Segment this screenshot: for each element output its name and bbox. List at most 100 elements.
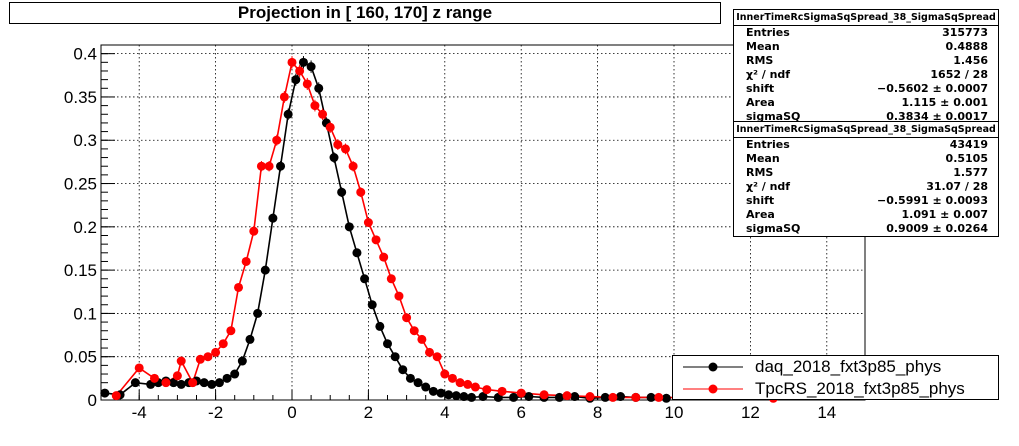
data-point [276, 161, 286, 171]
data-point [207, 379, 217, 389]
stats-row-label: χ² / ndf [746, 180, 791, 193]
data-point [509, 392, 519, 402]
stats-row: Area 1.091 ± 0.007 [734, 208, 998, 222]
data-point [337, 187, 347, 197]
legend-entry-daq: daq_2018_fxt3p85_phys [673, 356, 998, 378]
data-point [306, 62, 316, 72]
data-point [318, 109, 328, 119]
y-tick-label: 0.25 [64, 175, 97, 194]
stats-row-value: 1.577 [953, 166, 988, 179]
legend-marker-daq [683, 362, 743, 372]
data-point [470, 382, 480, 392]
data-point [134, 363, 144, 373]
data-point [394, 291, 404, 301]
x-tick-label: -4 [132, 403, 147, 422]
data-point [176, 356, 186, 366]
legend-label-daq: daq_2018_fxt3p85_phys [755, 357, 942, 376]
data-point [417, 334, 427, 344]
data-point [268, 213, 278, 223]
stats-row-label: Mean [746, 40, 780, 53]
data-point [428, 386, 438, 396]
data-point [379, 252, 389, 262]
data-point [386, 274, 396, 284]
data-point [570, 392, 580, 402]
data-point [398, 365, 408, 375]
y-tick-label: 0.15 [64, 261, 97, 280]
data-point [253, 308, 263, 318]
data-point [516, 388, 526, 398]
stats-row: RMS 1.456 [734, 54, 998, 68]
stats-row-label: Area [746, 208, 775, 221]
data-point [169, 378, 179, 388]
data-point [203, 352, 213, 362]
stats-row: shift −0.5602 ± 0.0007 [734, 82, 998, 96]
stats-row: RMS 1.577 [734, 166, 998, 180]
data-point [585, 392, 595, 402]
data-point [218, 339, 228, 349]
stats-row-value: 0.3834 ± 0.0017 [886, 110, 988, 123]
stats-row-label: χ² / ndf [746, 68, 791, 81]
stats-row-value: 31.07 / 28 [926, 180, 988, 193]
y-tick-label: 0.4 [73, 45, 97, 64]
chart-title-text: Projection in [ 160, 170] z range [237, 3, 493, 22]
legend-label-tpcrs: TpcRS_2018_fxt3p85_phys [755, 379, 965, 398]
stats-row: χ² / ndf 1652 / 28 [734, 68, 998, 82]
data-point [363, 218, 373, 227]
data-point [409, 326, 419, 336]
data-point [356, 187, 366, 197]
data-point [608, 392, 618, 402]
stats-row-value: 1.091 ± 0.007 [901, 208, 988, 221]
data-point [260, 265, 270, 275]
data-point [616, 392, 626, 402]
data-point [222, 373, 232, 383]
data-point [402, 313, 412, 323]
data-point [298, 57, 308, 67]
legend-entry-tpcrs: TpcRS_2018_fxt3p85_phys [673, 378, 998, 400]
data-point [172, 371, 182, 381]
data-point [348, 161, 358, 171]
data-point [482, 385, 492, 395]
data-point [272, 135, 282, 145]
data-point [371, 235, 381, 245]
stats-row: Entries 43419 [734, 138, 998, 152]
stats-row-label: shift [746, 82, 775, 95]
data-point [211, 347, 221, 357]
data-point [455, 378, 465, 388]
stats-row-value: 0.4888 [945, 40, 988, 53]
data-point [539, 390, 549, 400]
data-point [188, 378, 198, 388]
data-point [283, 109, 293, 119]
x-tick-label: -2 [208, 403, 223, 422]
data-point [214, 378, 224, 388]
y-tick-label: 0 [88, 391, 97, 410]
stats-row-label: Area [746, 96, 775, 109]
stats-row-label: RMS [746, 54, 774, 67]
data-point [310, 101, 320, 111]
data-point [413, 378, 423, 388]
data-point [237, 356, 247, 366]
data-point [631, 392, 641, 402]
data-point [199, 378, 209, 388]
stats-row: sigmaSQ 0.9009 ± 0.0264 [734, 222, 998, 236]
data-point [447, 373, 457, 383]
stats-row-value: 1652 / 28 [930, 68, 988, 81]
series-2 [111, 56, 778, 403]
data-point [314, 83, 324, 93]
chart-title: Projection in [ 160, 170] z range [9, 2, 721, 24]
x-tick-label: 6 [516, 403, 525, 422]
data-point [661, 393, 671, 403]
data-point [287, 57, 297, 67]
data-point [367, 300, 377, 310]
data-point [325, 122, 335, 132]
y-tick-label: 0.3 [73, 131, 97, 150]
data-point [291, 75, 301, 85]
data-point [436, 388, 446, 398]
data-point [100, 388, 110, 398]
stats-row-value: 1.115 ± 0.001 [901, 96, 988, 109]
data-point [340, 144, 350, 154]
data-point [241, 256, 251, 266]
data-point [654, 392, 664, 402]
data-point [226, 326, 236, 336]
data-point [375, 321, 385, 331]
stats-row-label: Entries [746, 26, 790, 39]
